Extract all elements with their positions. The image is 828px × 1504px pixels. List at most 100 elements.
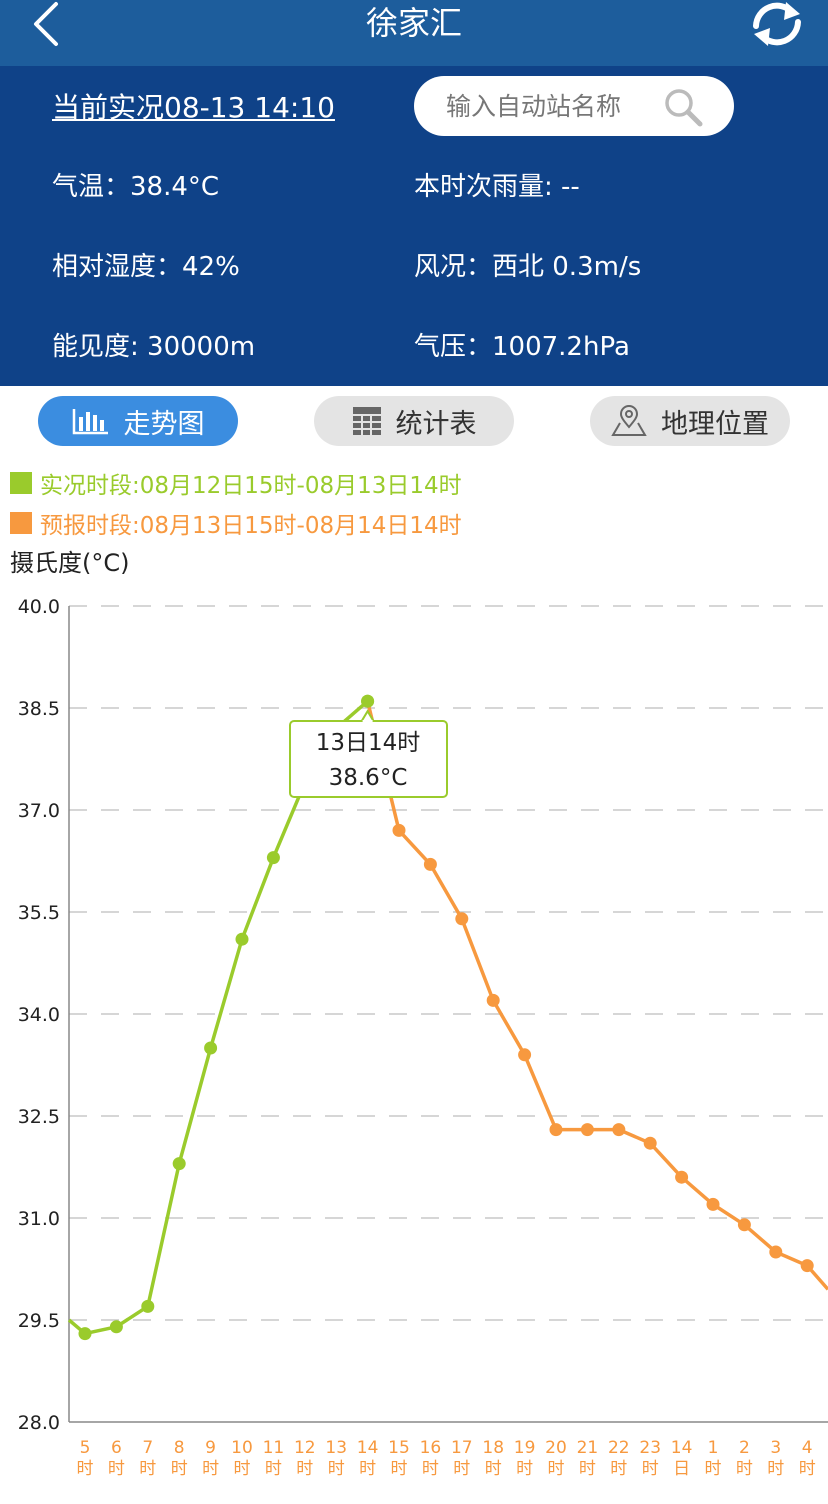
x-tick-label: 15 xyxy=(388,1438,410,1458)
tab-location[interactable]: 地理位置 xyxy=(590,396,790,446)
x-tick-label: 时 xyxy=(548,1459,565,1479)
y-tick-label: 28.0 xyxy=(18,1412,60,1434)
observed-point xyxy=(235,932,249,946)
refresh-icon[interactable] xyxy=(748,0,806,46)
forecast-point xyxy=(800,1259,814,1273)
x-tick-label: 时 xyxy=(610,1459,627,1479)
x-tick-label: 时 xyxy=(453,1459,470,1479)
rainfall-value: 本时次雨量: -- xyxy=(414,172,580,202)
x-tick-label: 时 xyxy=(485,1459,502,1479)
x-tick-label: 时 xyxy=(108,1459,125,1479)
y-tick-label: 32.5 xyxy=(18,1106,60,1128)
x-tick-label: 3 xyxy=(770,1438,781,1458)
visibility-value: 能见度: 30000m xyxy=(52,332,256,362)
bar-chart-icon xyxy=(72,409,108,435)
x-tick-label: 日 xyxy=(673,1459,690,1479)
x-tick-label: 22 xyxy=(608,1438,630,1458)
x-tick-label: 时 xyxy=(171,1459,188,1479)
tooltip-time: 13日14时 xyxy=(316,730,421,756)
x-tick-label: 时 xyxy=(359,1459,376,1479)
x-tick-label: 时 xyxy=(202,1459,219,1479)
top-bar: 徐家汇 xyxy=(0,0,828,66)
observed-point xyxy=(141,1299,155,1313)
observed-point xyxy=(78,1327,92,1341)
map-pin-icon xyxy=(611,405,647,436)
x-tick-label: 14 xyxy=(671,1438,693,1458)
x-tick-label: 13 xyxy=(325,1438,347,1458)
view-tabs: 走势图 统计表 地理位置 xyxy=(0,386,828,456)
legend-forecast-swatch xyxy=(10,512,32,534)
x-tick-label: 时 xyxy=(736,1459,753,1479)
forecast-point xyxy=(518,1048,532,1062)
forecast-point xyxy=(423,857,437,871)
x-tick-label: 10 xyxy=(231,1438,253,1458)
forecast-point xyxy=(769,1245,783,1259)
x-tick-label: 20 xyxy=(545,1438,567,1458)
y-tick-label: 35.5 xyxy=(18,902,60,924)
forecast-point xyxy=(737,1218,751,1232)
table-icon xyxy=(352,407,381,435)
x-tick-label: 5 xyxy=(80,1438,91,1458)
x-tick-label: 14 xyxy=(357,1438,379,1458)
y-tick-label: 38.5 xyxy=(18,698,60,720)
x-tick-label: 时 xyxy=(579,1459,596,1479)
search-icon[interactable] xyxy=(662,86,704,128)
forecast-point xyxy=(580,1123,594,1137)
forecast-point xyxy=(486,993,500,1007)
x-tick-label: 时 xyxy=(642,1459,659,1479)
x-tick-label: 6 xyxy=(111,1438,122,1458)
observed-point xyxy=(204,1041,218,1055)
x-tick-label: 时 xyxy=(328,1459,345,1479)
x-tick-label: 时 xyxy=(391,1459,408,1479)
x-tick-label: 18 xyxy=(482,1438,504,1458)
observed-point xyxy=(172,1157,186,1171)
y-tick-label: 29.5 xyxy=(18,1310,60,1332)
x-tick-label: 时 xyxy=(265,1459,282,1479)
forecast-point xyxy=(392,823,406,837)
x-tick-label: 12 xyxy=(294,1438,316,1458)
x-tick-label: 7 xyxy=(142,1438,153,1458)
forecast-point xyxy=(612,1123,626,1137)
observed-point xyxy=(109,1320,123,1334)
x-tick-label: 时 xyxy=(234,1459,251,1479)
x-tick-label: 19 xyxy=(514,1438,536,1458)
station-search-box[interactable] xyxy=(414,76,734,136)
tab-trend[interactable]: 走势图 xyxy=(38,396,238,446)
tooltip-pointer xyxy=(360,709,375,722)
back-arrow-icon[interactable] xyxy=(28,0,68,48)
x-tick-label: 8 xyxy=(174,1438,185,1458)
tooltip-value: 38.6°C xyxy=(329,765,408,791)
forecast-point xyxy=(675,1170,689,1184)
pressure-value: 气压：1007.2hPa xyxy=(414,332,630,362)
x-tick-label: 11 xyxy=(263,1438,285,1458)
y-axis-label: 摄氏度(°C) xyxy=(10,549,130,577)
tab-statistics[interactable]: 统计表 xyxy=(314,396,514,446)
legend-forecast-label: 预报时段:08月13日15时-08月14日14时 xyxy=(40,513,462,539)
x-tick-label: 2 xyxy=(739,1438,750,1458)
observed-point xyxy=(266,851,280,865)
wind-value: 风况：西北 0.3m/s xyxy=(414,252,642,282)
x-tick-label: 时 xyxy=(422,1459,439,1479)
forecast-point xyxy=(706,1197,720,1211)
x-tick-label: 时 xyxy=(516,1459,533,1479)
x-tick-label: 1 xyxy=(708,1438,719,1458)
x-tick-label: 时 xyxy=(799,1459,816,1479)
tab-trend-label: 走势图 xyxy=(123,408,205,440)
legend-forecast: 预报时段:08月13日15时-08月14日14时 xyxy=(10,506,462,540)
observation-time-link[interactable]: 当前实况08-13 14:10 xyxy=(52,91,335,124)
tab-location-label: 地理位置 xyxy=(661,408,769,440)
humidity-value: 相对湿度：42% xyxy=(52,252,240,282)
y-tick-label: 31.0 xyxy=(18,1208,60,1230)
forecast-line xyxy=(365,700,828,1291)
temperature-chart[interactable]: 40.038.537.035.534.032.531.029.528.05时6时… xyxy=(0,580,828,1504)
forecast-point xyxy=(455,912,469,926)
station-search-input[interactable] xyxy=(446,76,666,136)
legend-observed-swatch xyxy=(10,472,32,494)
y-tick-label: 40.0 xyxy=(18,596,60,618)
highlighted-point xyxy=(361,694,375,708)
x-tick-label: 9 xyxy=(205,1438,216,1458)
tab-statistics-label: 统计表 xyxy=(395,408,477,440)
y-tick-label: 37.0 xyxy=(18,800,60,822)
x-tick-label: 17 xyxy=(451,1438,473,1458)
x-tick-label: 时 xyxy=(296,1459,313,1479)
